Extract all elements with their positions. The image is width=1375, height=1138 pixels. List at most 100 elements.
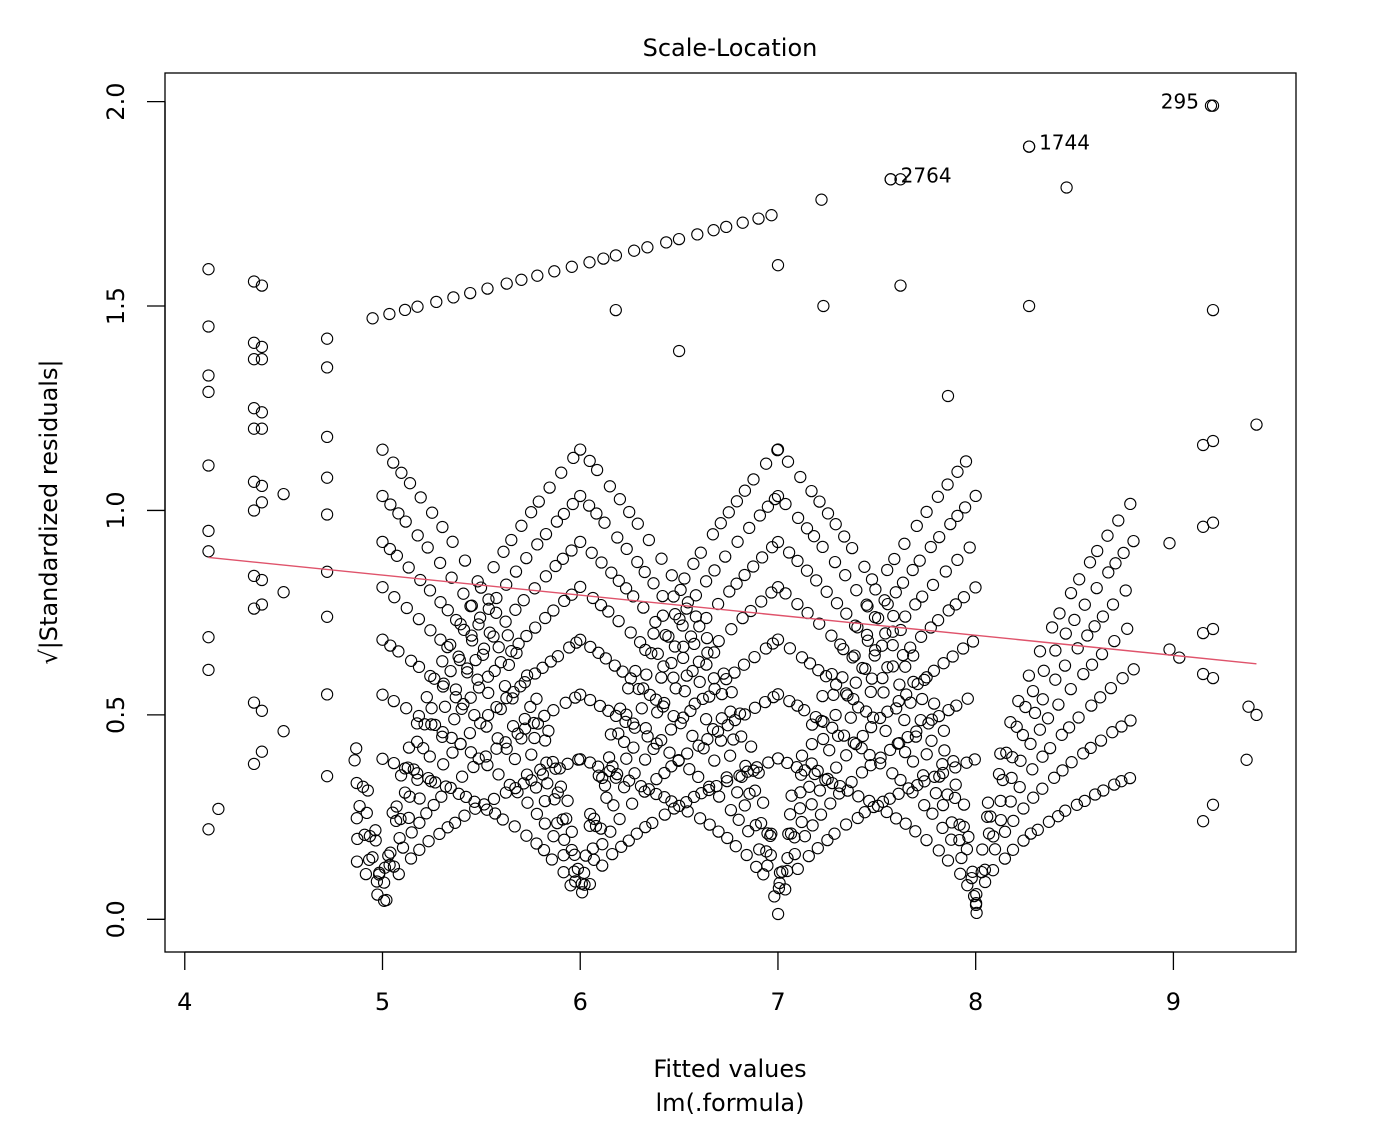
data-point — [707, 672, 721, 685]
data-point — [805, 737, 819, 751]
data-point — [506, 692, 519, 705]
data-point — [583, 819, 596, 832]
data-point — [490, 591, 503, 605]
data-point — [247, 353, 261, 366]
data-point — [814, 808, 828, 821]
data-point — [886, 767, 899, 780]
data-point — [771, 633, 785, 646]
data-point — [554, 780, 568, 793]
data-point — [612, 574, 625, 587]
data-point — [1031, 823, 1044, 836]
plot-frame — [164, 72, 1297, 953]
chart-title: Scale-Location — [643, 34, 818, 62]
data-point — [1043, 741, 1057, 755]
data-point — [1094, 734, 1108, 747]
data-point — [429, 776, 442, 789]
data-point — [472, 618, 485, 631]
data-point — [723, 585, 736, 598]
data-point — [723, 749, 737, 762]
data-point — [703, 818, 716, 831]
data-point — [672, 344, 686, 358]
data-point — [998, 825, 1012, 838]
data-point — [844, 711, 857, 724]
data-point — [695, 787, 708, 800]
data-point — [509, 565, 523, 578]
data-point — [595, 556, 608, 569]
data-point — [453, 653, 466, 667]
data-point — [909, 598, 922, 611]
data-point — [686, 729, 699, 743]
data-point — [435, 790, 448, 803]
data-point — [412, 660, 426, 674]
data-point — [502, 658, 516, 672]
data-point — [856, 729, 869, 743]
data-point — [899, 610, 912, 623]
data-point — [656, 589, 669, 603]
data-point — [1106, 726, 1119, 739]
data-point — [351, 832, 364, 846]
data-point — [1027, 791, 1040, 804]
data-point — [202, 663, 215, 677]
data-point — [925, 713, 938, 726]
data-point — [542, 724, 555, 738]
data-point — [902, 782, 915, 795]
data-point — [886, 625, 899, 638]
data-point — [883, 743, 897, 757]
data-point — [909, 730, 923, 743]
data-point — [805, 757, 818, 770]
data-point — [871, 799, 885, 812]
outlier-label: 2764 — [901, 163, 952, 187]
data-point — [609, 249, 623, 262]
data-point — [660, 236, 673, 249]
data-point — [619, 715, 632, 729]
data-point — [655, 552, 668, 565]
data-point — [558, 594, 571, 608]
data-point — [320, 610, 334, 623]
x-tick-label: 5 — [375, 988, 390, 1016]
data-point — [613, 702, 627, 715]
data-point — [403, 790, 416, 803]
data-point — [480, 720, 493, 733]
data-point — [411, 773, 424, 786]
data-point — [738, 568, 751, 582]
data-point — [377, 876, 391, 889]
data-point — [320, 430, 334, 444]
data-point — [851, 811, 864, 825]
data-point — [1026, 763, 1039, 776]
data-point — [413, 816, 426, 829]
data-point — [699, 575, 713, 588]
data-point — [472, 752, 485, 765]
data-point — [461, 666, 474, 679]
data-point — [583, 877, 597, 891]
data-point — [959, 455, 973, 468]
data-point — [277, 586, 290, 599]
data-point — [968, 753, 981, 766]
data-point — [748, 701, 762, 714]
data-point — [659, 628, 672, 642]
y-tick-label: 2.0 — [102, 83, 130, 121]
data-point — [924, 540, 937, 554]
data-point — [472, 681, 486, 694]
data-point — [721, 831, 734, 845]
data-point — [604, 825, 617, 838]
data-point — [687, 557, 700, 570]
data-point — [852, 790, 865, 803]
data-point — [452, 787, 465, 800]
data-point — [953, 833, 966, 847]
data-point — [803, 657, 817, 670]
data-point — [1115, 775, 1128, 788]
data-point — [277, 725, 290, 738]
data-point — [402, 561, 415, 574]
data-point — [1052, 698, 1065, 711]
data-point — [946, 650, 959, 663]
data-point — [524, 700, 537, 714]
data-point — [830, 761, 843, 774]
data-point — [565, 825, 578, 838]
data-point — [551, 650, 565, 663]
data-point — [1094, 691, 1107, 704]
data-point — [812, 664, 825, 677]
data-point — [458, 809, 471, 822]
data-point — [836, 671, 849, 684]
data-point — [1053, 607, 1066, 620]
data-point — [592, 646, 605, 659]
